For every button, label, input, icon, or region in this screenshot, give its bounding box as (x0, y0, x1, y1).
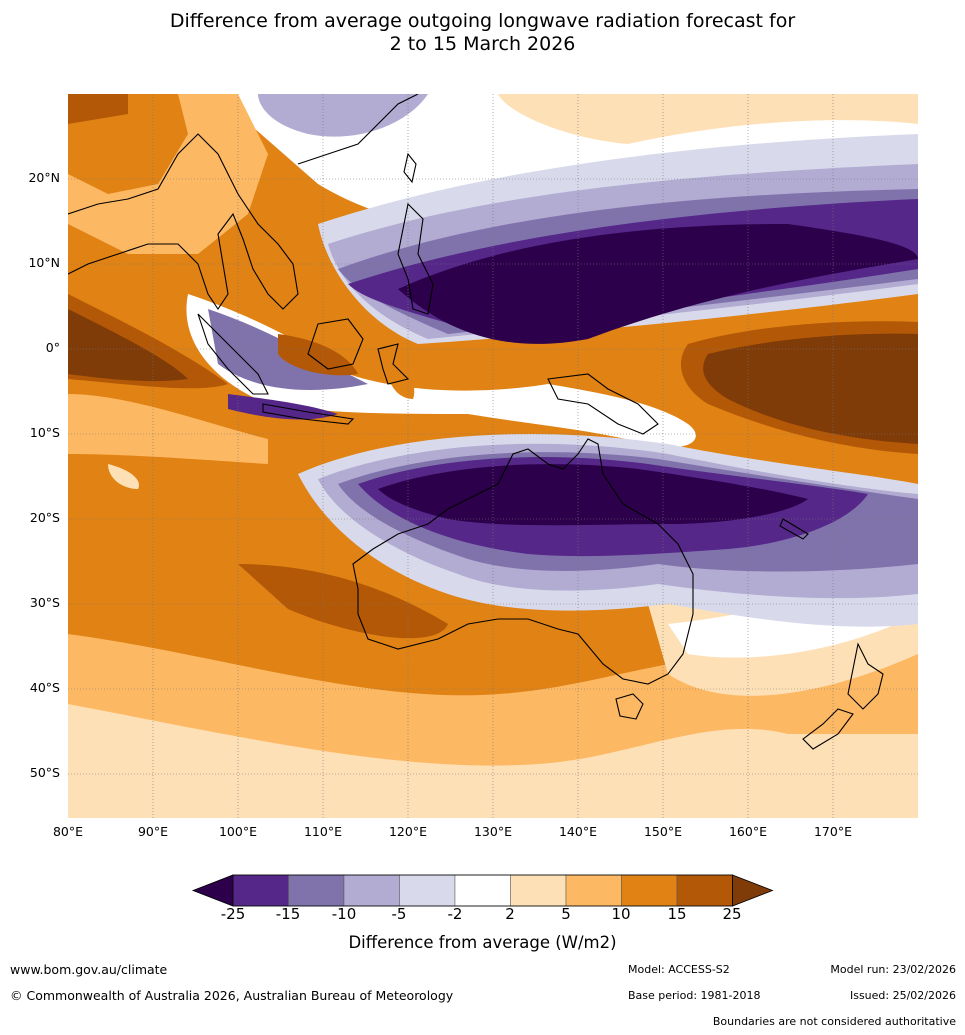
lon-tick-90e: 90°E (137, 824, 169, 839)
new-guinea-coast (547, 373, 659, 435)
colorbar-segment (399, 874, 456, 907)
colorbar-label: -2 (447, 905, 463, 923)
sulawesi-coast (377, 343, 410, 385)
colorbar-label: -25 (220, 905, 246, 923)
colorbar-label: 2 (505, 905, 515, 923)
new-zealand-north (847, 642, 884, 710)
australia-coast (352, 438, 694, 685)
colorbar-label: 25 (722, 905, 742, 923)
title-line-2: 2 to 15 March 2026 (389, 33, 576, 55)
lat-tick-10n: 10°N (28, 255, 60, 270)
lon-tick-110e: 110°E (303, 824, 342, 839)
colorbar-segments (191, 874, 774, 907)
colorbar-segment (454, 874, 511, 907)
colorbar-label: 5 (561, 905, 571, 923)
coastlines (68, 94, 884, 750)
colorbar-segment (676, 874, 733, 907)
lat-tick-10s: 10°S (29, 425, 60, 440)
lon-tick-140e: 140°E (558, 824, 597, 839)
gridlines (68, 94, 918, 818)
new-zealand-south (802, 708, 854, 750)
colorbar-segment (565, 874, 622, 907)
anomaly-map (68, 94, 918, 818)
website-link[interactable]: www.bom.gov.au/climate (10, 962, 168, 977)
colorbar-label: 10 (611, 905, 631, 923)
base-period-text: Base period: 1981-2018 (628, 989, 761, 1002)
copyright-text: © Commonwealth of Australia 2026, Austra… (10, 988, 454, 1003)
lat-tick-20s: 20°S (29, 510, 60, 525)
new-caledonia-coast (779, 518, 809, 540)
band-south-pos5 (68, 704, 918, 818)
asia-pos25 (68, 94, 128, 124)
lon-tick-160e: 160°E (728, 824, 767, 839)
colorbar-label: -5 (391, 905, 407, 923)
disclaimer-text: Boundaries are not considered authoritat… (712, 1015, 956, 1028)
colorbar-segment (232, 874, 289, 907)
sw-pos15 (238, 564, 448, 639)
colorbar-segment (288, 874, 345, 907)
colorbar-extend-min (191, 874, 234, 907)
eq-indian-pos25 (68, 309, 188, 382)
lat-tick-50s: 50°S (29, 765, 60, 780)
china-coast (297, 94, 419, 165)
colorbar-label: -15 (275, 905, 301, 923)
taiwan-coast (403, 152, 417, 184)
npac-neg25 (398, 224, 918, 344)
north-neg5 (258, 94, 428, 137)
colorbar-extend-max (732, 874, 774, 907)
model-text: Model: ACCESS-S2 (628, 963, 730, 976)
wpac-pos25 (703, 333, 918, 444)
colorbar-segment (510, 874, 567, 907)
model-run-text: Model run: 23/02/2026 (830, 963, 956, 976)
colorbar-segment (343, 874, 400, 907)
lon-tick-170e: 170°E (813, 824, 852, 839)
lat-tick-20n: 20°N (28, 170, 60, 185)
lat-tick-0: 0° (45, 340, 60, 355)
lon-tick-130e: 130°E (473, 824, 512, 839)
colorbar (190, 872, 775, 912)
sulawesi-pos (387, 364, 415, 399)
borneo-coast (307, 318, 364, 370)
patch-pos5 (108, 464, 139, 489)
tasmania-coast (615, 693, 644, 720)
colorbar-label: 15 (667, 905, 687, 923)
philippines-coast (397, 202, 434, 315)
anomaly-field (68, 94, 918, 818)
java-coast (262, 403, 355, 425)
issued-text: Issued: 25/02/2026 (849, 989, 956, 1002)
indian-ocean-pos10 (68, 394, 268, 464)
lon-tick-120e: 120°E (388, 824, 427, 839)
colorbar-title: Difference from average (W/m2) (348, 933, 617, 952)
aus-neg25 (378, 464, 808, 526)
colorbar-svg (191, 874, 774, 907)
lat-tick-40s: 40°S (29, 680, 60, 695)
colorbar-label: -10 (331, 905, 357, 923)
java-neg15 (228, 394, 338, 420)
chart-title: Difference from average outgoing longwav… (0, 10, 965, 56)
lon-tick-100e: 100°E (218, 824, 257, 839)
lat-tick-30s: 30°S (29, 595, 60, 610)
colorbar-border (232, 874, 733, 907)
lon-tick-150e: 150°E (643, 824, 682, 839)
patch-south (537, 789, 562, 809)
sumatra-coast (197, 313, 269, 395)
borneo-pos15 (278, 334, 358, 376)
lon-tick-80e: 80°E (52, 824, 84, 839)
title-line-1: Difference from average outgoing longwav… (169, 10, 796, 32)
asia-coast (68, 133, 299, 310)
colorbar-segment (621, 874, 678, 907)
north-pos5 (498, 94, 918, 144)
map-svg (68, 94, 918, 818)
